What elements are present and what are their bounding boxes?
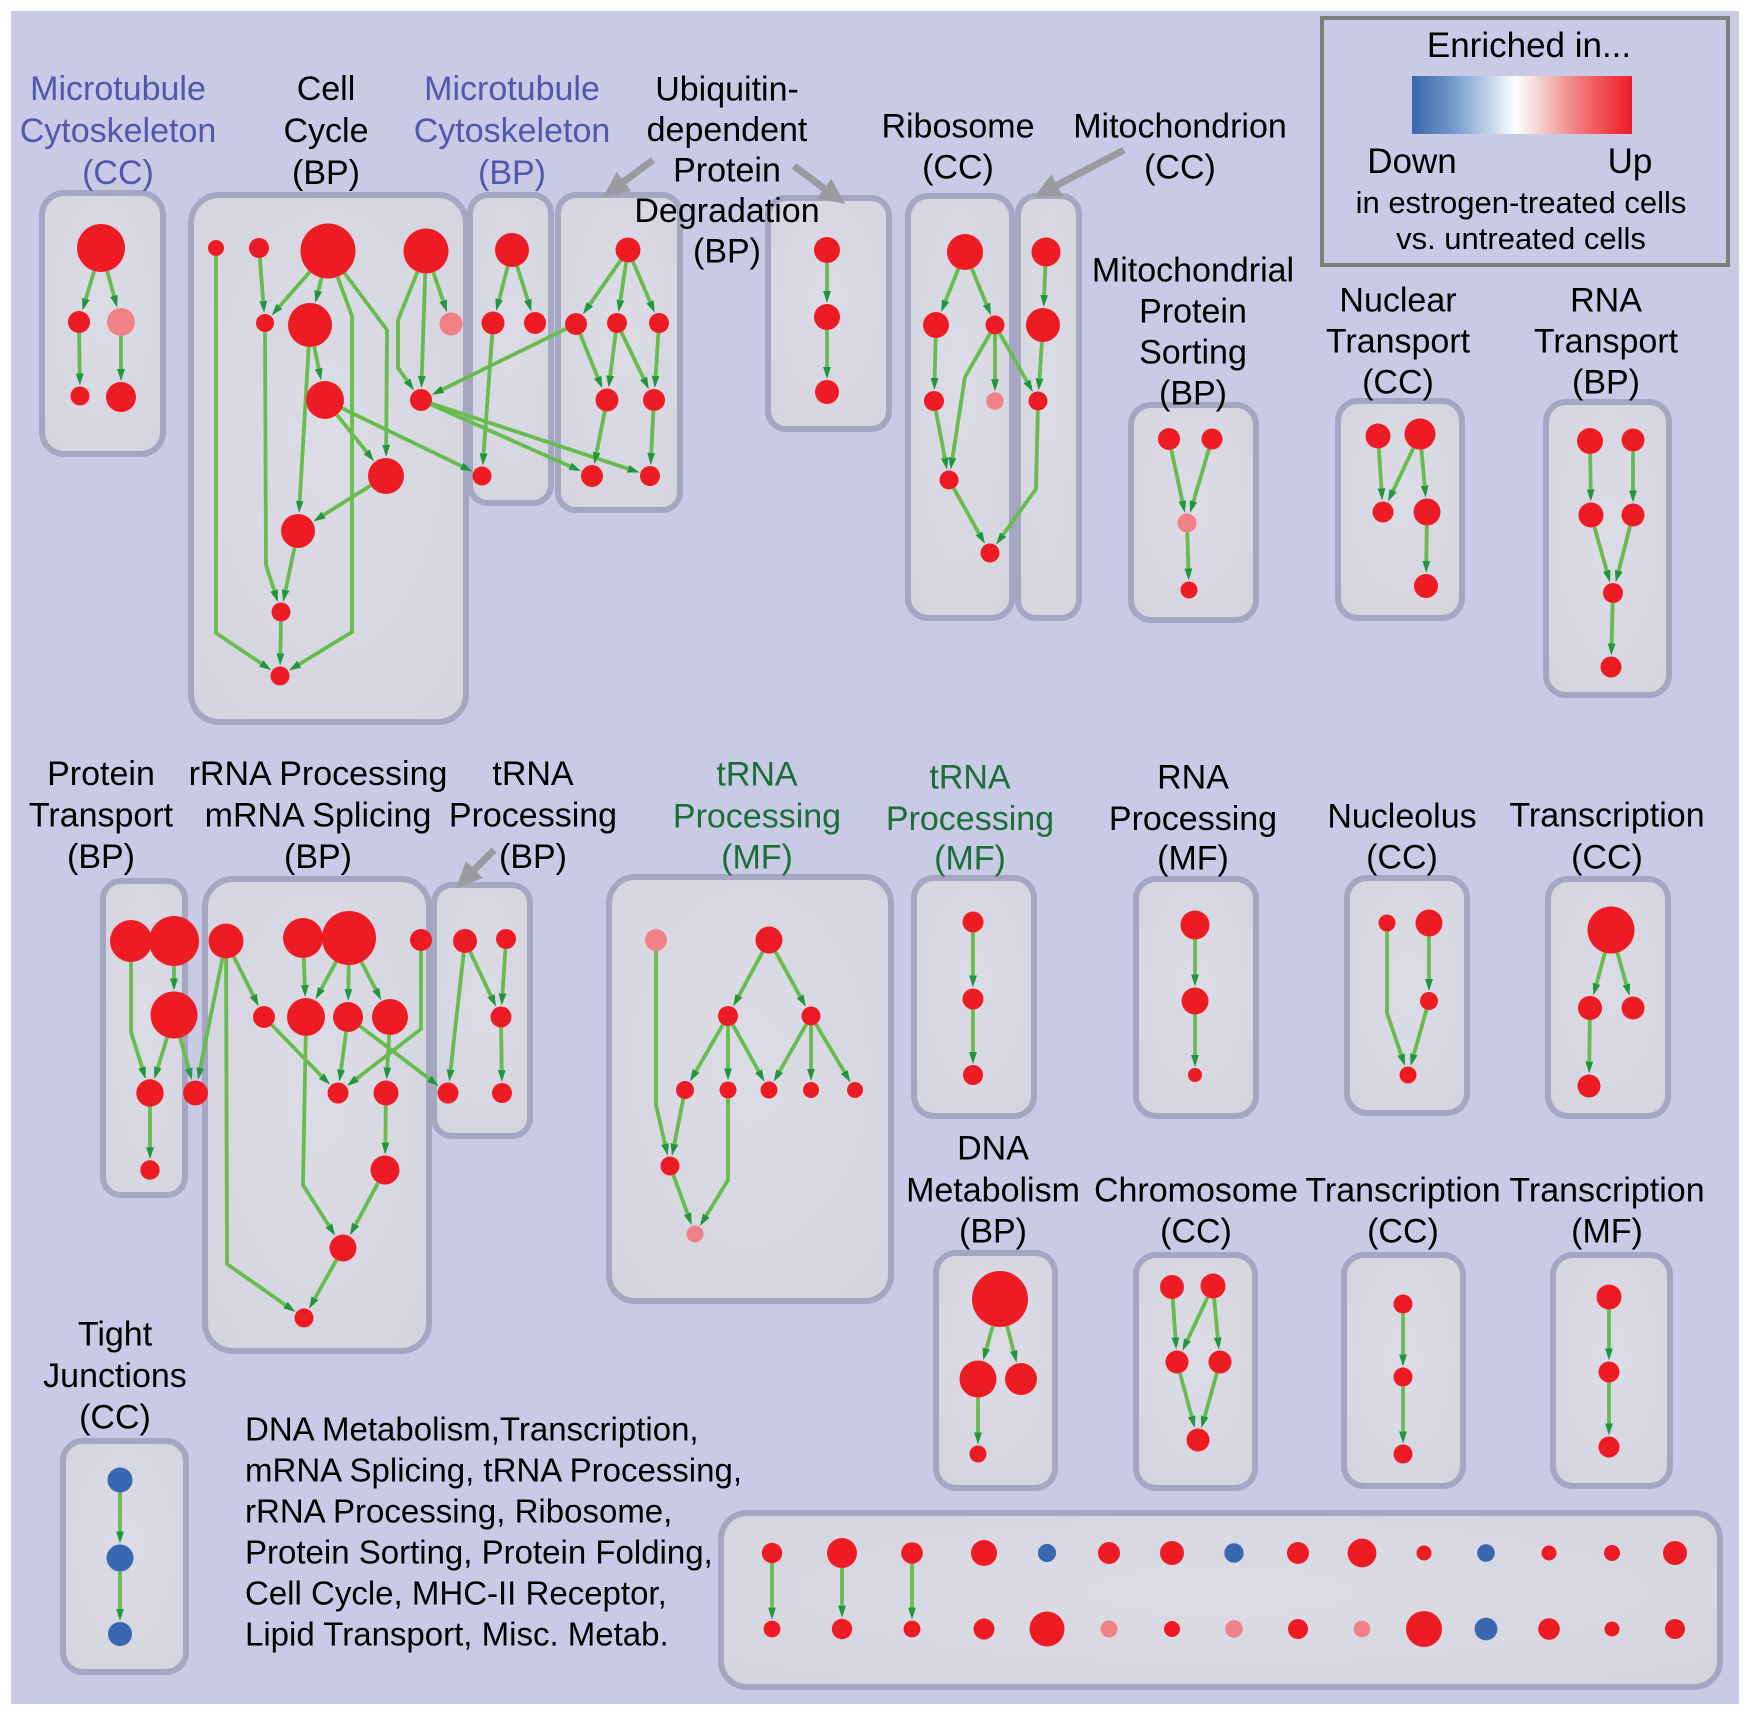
svg-text:Microtubule: Microtubule bbox=[30, 70, 206, 108]
svg-text:Ribosome: Ribosome bbox=[881, 108, 1034, 146]
svg-text:Down: Down bbox=[1367, 142, 1456, 181]
svg-text:Nuclear: Nuclear bbox=[1339, 282, 1456, 320]
svg-text:(BP): (BP) bbox=[292, 154, 360, 192]
svg-text:tRNA: tRNA bbox=[492, 755, 574, 793]
svg-text:(BP): (BP) bbox=[1572, 364, 1640, 402]
svg-text:Nucleolus: Nucleolus bbox=[1327, 798, 1476, 836]
svg-text:Up: Up bbox=[1608, 142, 1653, 181]
svg-text:rRNA Processing, Ribosome,: rRNA Processing, Ribosome, bbox=[245, 1493, 672, 1530]
svg-text:Junctions: Junctions bbox=[43, 1357, 187, 1395]
svg-text:(CC): (CC) bbox=[1362, 364, 1434, 402]
svg-text:(CC): (CC) bbox=[1367, 1213, 1439, 1251]
svg-text:Protein: Protein bbox=[47, 755, 155, 793]
svg-text:Degradation: Degradation bbox=[634, 192, 819, 230]
svg-text:(CC): (CC) bbox=[1160, 1213, 1232, 1251]
svg-text:(BP): (BP) bbox=[693, 233, 761, 271]
svg-text:Transcription: Transcription bbox=[1509, 1172, 1704, 1210]
svg-text:Metabolism: Metabolism bbox=[906, 1172, 1080, 1210]
svg-text:(MF): (MF) bbox=[934, 840, 1006, 878]
svg-text:(CC): (CC) bbox=[922, 149, 994, 187]
svg-text:Processing: Processing bbox=[886, 800, 1054, 838]
svg-text:Processing: Processing bbox=[449, 797, 617, 835]
svg-text:RNA: RNA bbox=[1570, 282, 1642, 320]
svg-text:mRNA Splicing: mRNA Splicing bbox=[205, 797, 432, 835]
svg-text:Mitochondrial: Mitochondrial bbox=[1092, 252, 1294, 290]
svg-text:tRNA: tRNA bbox=[929, 759, 1011, 797]
svg-text:Tight: Tight bbox=[78, 1316, 153, 1354]
svg-text:Cytoskeleton: Cytoskeleton bbox=[20, 112, 217, 150]
svg-text:Mitochondrion: Mitochondrion bbox=[1073, 108, 1287, 146]
svg-text:Sorting: Sorting bbox=[1139, 334, 1247, 372]
svg-text:(MF): (MF) bbox=[721, 839, 793, 877]
svg-text:dependent: dependent bbox=[647, 111, 808, 149]
svg-text:Processing: Processing bbox=[673, 798, 841, 836]
svg-text:(BP): (BP) bbox=[499, 838, 567, 876]
svg-text:(CC): (CC) bbox=[79, 1399, 151, 1437]
svg-text:Processing: Processing bbox=[1109, 800, 1277, 838]
svg-text:Ubiquitin-: Ubiquitin- bbox=[655, 71, 799, 109]
svg-text:(CC): (CC) bbox=[82, 154, 154, 192]
svg-text:Microtubule: Microtubule bbox=[424, 70, 600, 108]
svg-text:(BP): (BP) bbox=[959, 1213, 1027, 1251]
svg-text:(BP): (BP) bbox=[284, 838, 352, 876]
svg-text:vs. untreated cells: vs. untreated cells bbox=[1396, 221, 1646, 256]
svg-text:(MF): (MF) bbox=[1157, 840, 1229, 878]
svg-text:DNA: DNA bbox=[957, 1130, 1029, 1168]
svg-text:Transcription: Transcription bbox=[1305, 1172, 1500, 1210]
svg-text:Protein Sorting, Protein Foldi: Protein Sorting, Protein Folding, bbox=[245, 1534, 713, 1571]
svg-text:mRNA Splicing, tRNA Processing: mRNA Splicing, tRNA Processing, bbox=[245, 1452, 742, 1489]
svg-text:Transport: Transport bbox=[1534, 323, 1679, 361]
svg-text:(CC): (CC) bbox=[1366, 839, 1438, 877]
svg-text:(CC): (CC) bbox=[1144, 149, 1216, 187]
svg-text:Cytoskeleton: Cytoskeleton bbox=[414, 112, 611, 150]
svg-text:DNA Metabolism,Transcription,: DNA Metabolism,Transcription, bbox=[245, 1411, 699, 1448]
svg-text:(BP): (BP) bbox=[67, 838, 135, 876]
svg-text:(CC): (CC) bbox=[1571, 839, 1643, 877]
svg-text:(BP): (BP) bbox=[478, 154, 546, 192]
svg-text:Lipid Transport, Misc. Metab.: Lipid Transport, Misc. Metab. bbox=[245, 1616, 669, 1653]
svg-text:Chromosome: Chromosome bbox=[1094, 1172, 1298, 1210]
svg-text:Transport: Transport bbox=[1326, 323, 1471, 361]
svg-text:Protein: Protein bbox=[673, 152, 781, 190]
svg-text:tRNA: tRNA bbox=[716, 756, 798, 794]
svg-text:rRNA Processing: rRNA Processing bbox=[189, 755, 448, 793]
svg-text:(MF): (MF) bbox=[1571, 1213, 1643, 1251]
svg-text:Cell Cycle, MHC-II Receptor,: Cell Cycle, MHC-II Receptor, bbox=[245, 1575, 667, 1612]
svg-text:Transcription: Transcription bbox=[1509, 797, 1704, 835]
svg-text:(BP): (BP) bbox=[1159, 375, 1227, 413]
svg-text:in estrogen-treated cells: in estrogen-treated cells bbox=[1356, 185, 1687, 220]
svg-text:Cell: Cell bbox=[297, 70, 356, 108]
svg-text:Protein: Protein bbox=[1139, 293, 1247, 331]
svg-text:Cycle: Cycle bbox=[283, 112, 368, 150]
svg-text:Transport: Transport bbox=[29, 797, 174, 835]
svg-text:Enriched in...: Enriched in... bbox=[1427, 26, 1631, 65]
svg-text:RNA: RNA bbox=[1157, 759, 1229, 797]
